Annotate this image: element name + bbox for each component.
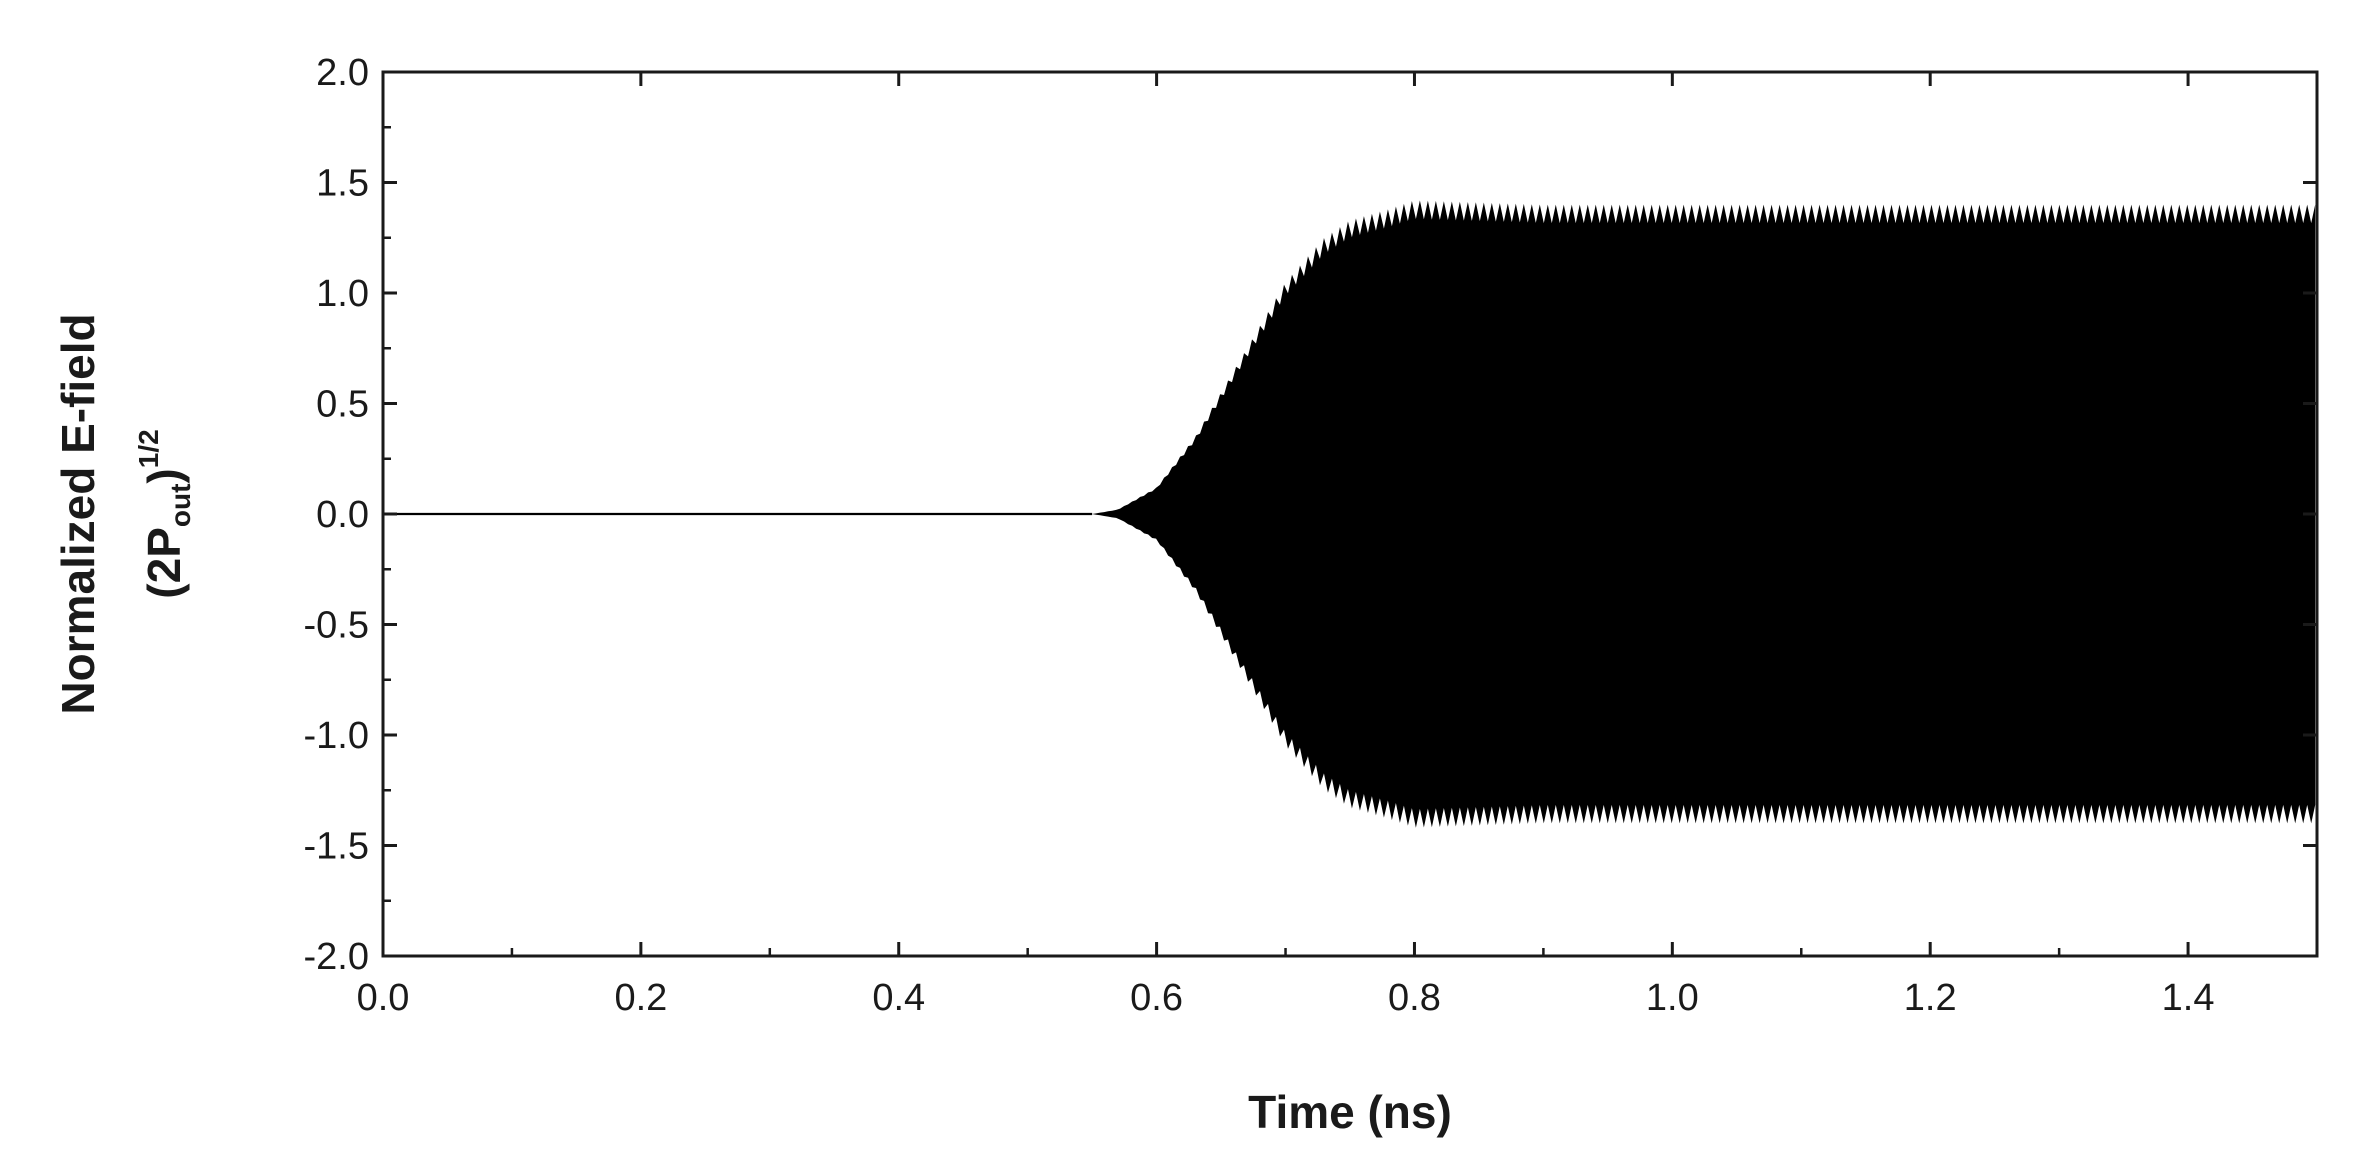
x-axis-label: Time (ns) — [1248, 1086, 1452, 1138]
x-tick-label: 0.4 — [872, 977, 925, 1019]
x-tick-label: 0.2 — [614, 977, 667, 1019]
y-tick-label: 1.5 — [316, 163, 369, 205]
y-axis-ticks: 2.0 1.5 1.0 0.5 0.0 -0.5 -1.0 -1.5 -2.0 — [304, 52, 2317, 978]
y-units-open: (2P — [138, 527, 190, 599]
y-tick-label: 0.5 — [316, 384, 369, 426]
y-units-subscript: out — [165, 484, 196, 528]
y-axis-label-units: (2Pout)1/2 — [133, 429, 196, 598]
y-tick-label: -1.0 — [304, 715, 369, 757]
y-tick-label: -1.5 — [304, 826, 369, 868]
y-units-close: ) — [138, 468, 190, 483]
x-tick-label: 0.6 — [1130, 977, 1183, 1019]
x-axis-ticks: 0.0 0.2 0.4 0.6 0.8 1.0 1.2 1.4 — [357, 72, 2319, 1019]
x-tick-label: 1.4 — [2162, 977, 2215, 1019]
x-tick-label: 0.8 — [1388, 977, 1441, 1019]
x-tick-label: 1.2 — [1904, 977, 1957, 1019]
y-tick-label: 0.0 — [316, 494, 369, 536]
x-tick-label: 1.0 — [1646, 977, 1699, 1019]
x-tick-label: 0.0 — [357, 977, 410, 1019]
y-tick-label: -0.5 — [304, 605, 369, 647]
y-tick-label: 2.0 — [316, 52, 369, 94]
y-units-superscript: 1/2 — [133, 429, 164, 468]
y-tick-label: 1.0 — [316, 273, 369, 315]
y-axis-label: Normalized E-field — [52, 313, 104, 714]
e-field-envelope-fill — [1092, 200, 2316, 828]
y-tick-label: -2.0 — [304, 936, 369, 978]
